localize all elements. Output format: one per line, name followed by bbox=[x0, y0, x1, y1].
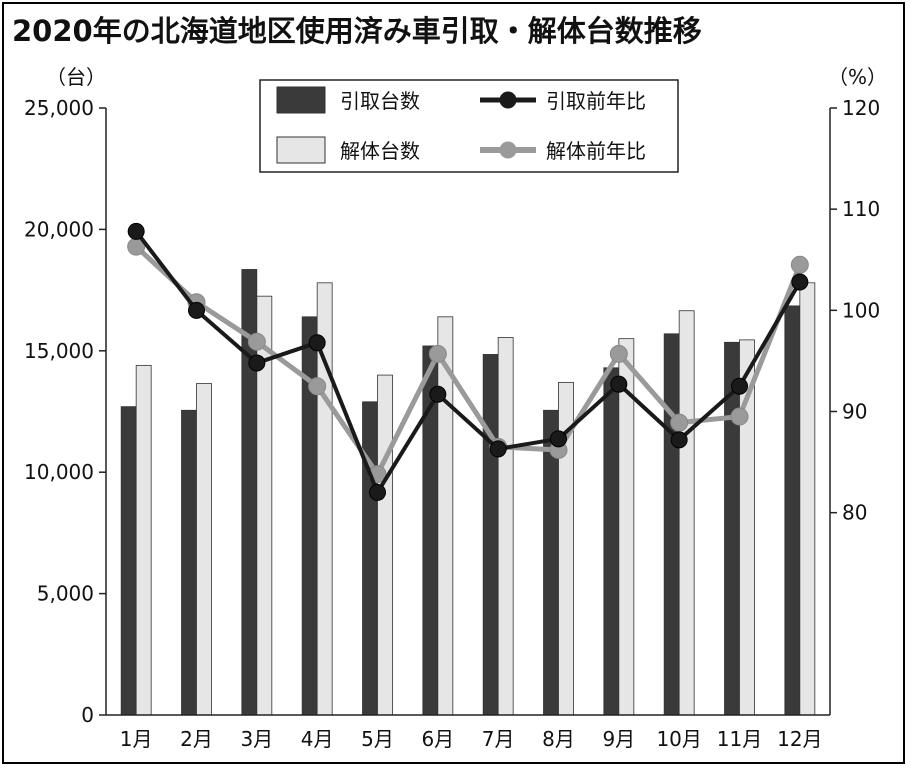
bar-kaitai-7 bbox=[497, 337, 514, 716]
legend-marker-hikitori-yoy bbox=[499, 91, 517, 109]
point-hikitori-yoy-12 bbox=[791, 273, 809, 291]
left-axis-unit: （台） bbox=[46, 65, 106, 89]
axes-layer: 0 5,000 10,000 15,000 20,000 25,000 80 90 100 110… bbox=[24, 65, 887, 751]
left-tick-label: 0 bbox=[81, 703, 94, 727]
legend-box bbox=[259, 79, 679, 173]
bar-hikitori-2 bbox=[181, 409, 197, 716]
right-tick-label: 110 bbox=[842, 197, 880, 221]
x-tick-label: 8月 bbox=[542, 727, 575, 751]
x-tick-label: 7月 bbox=[482, 727, 515, 751]
bar-hikitori-5 bbox=[362, 401, 378, 716]
point-kaitai-yoy-11 bbox=[730, 407, 749, 426]
lines-layer bbox=[127, 222, 809, 501]
left-tick-label: 25,000 bbox=[24, 96, 94, 120]
point-hikitori-yoy-3 bbox=[248, 354, 266, 372]
right-axis-unit: （%） bbox=[828, 65, 887, 89]
x-tick-label: 12月 bbox=[777, 727, 822, 751]
right-tick-label: 100 bbox=[842, 298, 880, 322]
point-kaitai-yoy-10 bbox=[670, 413, 689, 432]
point-kaitai-yoy-4 bbox=[308, 377, 327, 396]
point-hikitori-yoy-2 bbox=[188, 301, 205, 319]
x-tick-label: 4月 bbox=[301, 727, 334, 751]
left-tick-label: 20,000 bbox=[24, 217, 94, 241]
legend-label-hikitori-yoy: 引取前年比 bbox=[546, 89, 646, 113]
x-tick-label: 11月 bbox=[717, 727, 762, 751]
x-tick-label: 9月 bbox=[602, 727, 635, 751]
point-hikitori-yoy-11 bbox=[731, 377, 748, 395]
bar-hikitori-12 bbox=[784, 305, 801, 716]
bar-hikitori-10 bbox=[663, 333, 680, 716]
x-tick-label: 6月 bbox=[421, 727, 454, 751]
legend-swatch-hikitori bbox=[276, 86, 326, 114]
right-tick-label: 80 bbox=[842, 501, 867, 525]
legend-marker-kaitai-yoy bbox=[499, 141, 517, 159]
line-kaitai-yoy bbox=[134, 244, 803, 477]
point-kaitai-yoy-9 bbox=[609, 344, 628, 363]
bar-kaitai-5 bbox=[377, 374, 393, 716]
legend-label-kaitai: 解体台数 bbox=[340, 139, 420, 163]
point-hikitori-yoy-4 bbox=[308, 334, 326, 352]
point-hikitori-yoy-8 bbox=[550, 430, 567, 448]
x-tick-label: 10月 bbox=[656, 727, 701, 751]
legend-swatch-kaitai bbox=[276, 136, 326, 164]
x-tick-label: 1月 bbox=[120, 727, 153, 751]
bar-kaitai-10 bbox=[678, 310, 695, 716]
bar-hikitori-1 bbox=[120, 406, 137, 716]
right-tick-label: 90 bbox=[842, 400, 867, 424]
point-hikitori-yoy-9 bbox=[610, 375, 628, 393]
point-hikitori-yoy-10 bbox=[670, 431, 688, 449]
legend-label-hikitori: 引取台数 bbox=[340, 89, 420, 113]
point-hikitori-yoy-1 bbox=[127, 222, 145, 240]
line-hikitori-yoy bbox=[134, 230, 802, 495]
point-hikitori-yoy-7 bbox=[489, 440, 507, 458]
point-hikitori-yoy-6 bbox=[429, 385, 447, 403]
right-tick-label: 120 bbox=[842, 96, 880, 120]
chart-title: 2020年の北海道地区使用済み車引取・解体台数推移 bbox=[12, 14, 702, 48]
bar-kaitai-1 bbox=[135, 364, 152, 716]
legend-label-kaitai-yoy: 解体前年比 bbox=[546, 139, 646, 163]
left-tick-label: 10,000 bbox=[24, 460, 94, 484]
point-kaitai-yoy-12 bbox=[790, 255, 809, 274]
x-tick-label: 5月 bbox=[361, 727, 394, 751]
left-tick-label: 5,000 bbox=[37, 582, 94, 606]
point-kaitai-yoy-3 bbox=[247, 332, 266, 351]
bar-hikitori-9 bbox=[603, 367, 620, 716]
point-hikitori-yoy-5 bbox=[369, 483, 386, 501]
bar-kaitai-2 bbox=[196, 383, 212, 716]
point-kaitai-yoy-6 bbox=[428, 344, 447, 363]
bar-kaitai-12 bbox=[799, 282, 816, 716]
left-tick-label: 15,000 bbox=[24, 339, 94, 363]
x-tick-label: 2月 bbox=[180, 727, 213, 751]
x-tick-label: 3月 bbox=[240, 727, 273, 751]
bar-hikitori-7 bbox=[482, 354, 499, 716]
